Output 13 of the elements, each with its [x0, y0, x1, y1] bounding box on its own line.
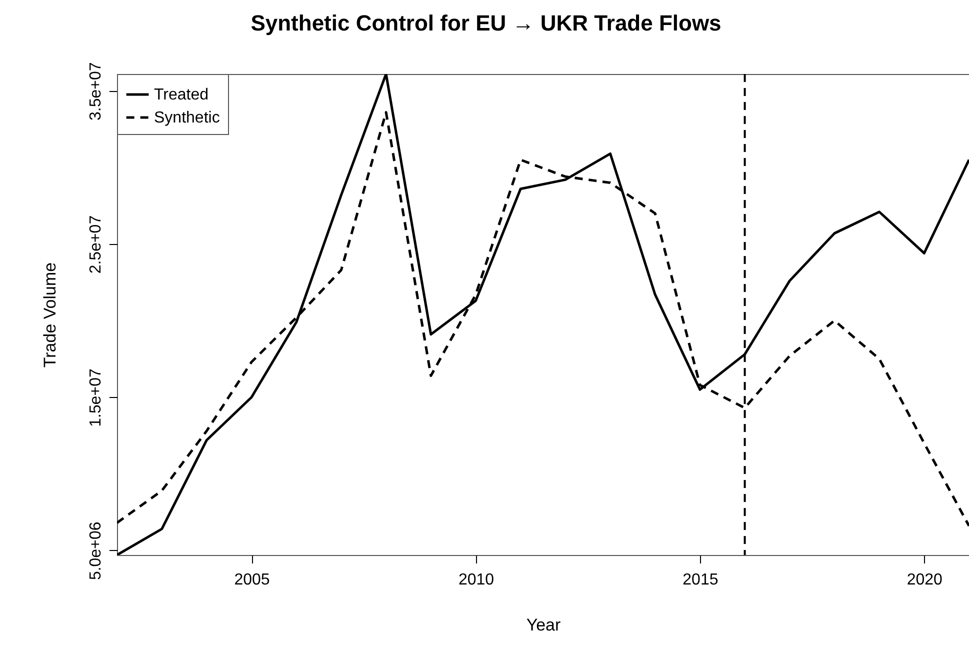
- legend-label: Treated: [154, 86, 209, 104]
- y-tick-label: 5.0e+06: [88, 522, 104, 580]
- x-tick-label: 2005: [234, 572, 270, 588]
- x-tick-label: 2010: [458, 572, 494, 588]
- y-axis-title: Trade Volume: [40, 262, 60, 368]
- y-tick-label: 3.5e+07: [88, 62, 104, 120]
- legend-label: Synthetic: [154, 110, 220, 126]
- x-tick-label: 2015: [682, 572, 718, 588]
- y-tick-label: 1.5e+07: [88, 368, 104, 427]
- chart-title: Synthetic Control for EU → UKR Trade Flows: [250, 10, 722, 36]
- y-tick-label: 2.5e+07: [88, 215, 104, 274]
- x-tick-label: 2020: [906, 572, 943, 588]
- x-axis-title: Year: [526, 616, 562, 634]
